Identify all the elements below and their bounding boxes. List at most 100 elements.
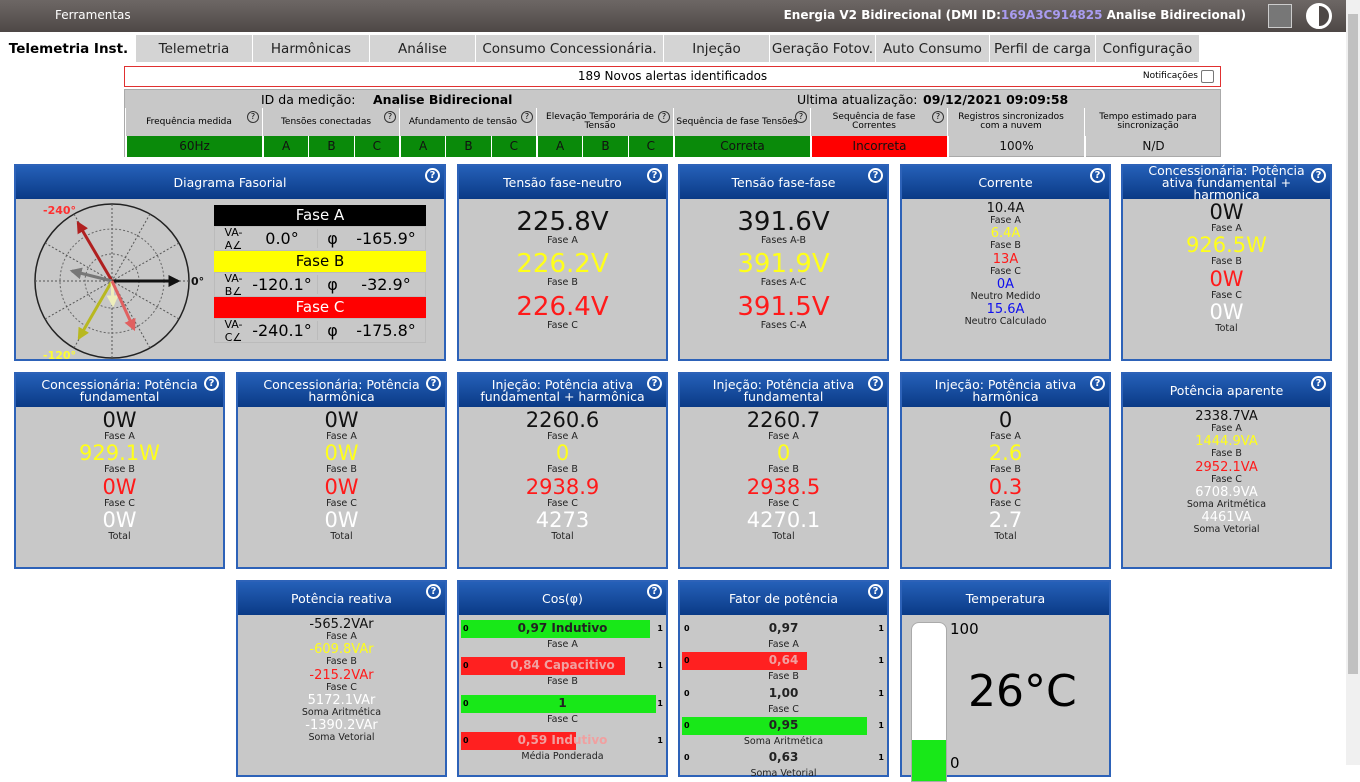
card-title: Fator de potência bbox=[728, 590, 839, 606]
help-icon[interactable]: ? bbox=[1090, 376, 1105, 391]
cosphi-card: Cos(φ)? 0 1 0,97 Indutivo Fase A 0 1 0,84 Capac… bbox=[457, 580, 668, 777]
gauge-min: 0 bbox=[463, 736, 469, 746]
device-title: Energia V2 Bidirecional (DMI ID:169A3C91… bbox=[783, 8, 1246, 22]
card-title: Potência aparente bbox=[1169, 382, 1284, 398]
tab-5[interactable]: Injeção bbox=[664, 35, 770, 62]
thermometer-fill bbox=[912, 739, 946, 781]
status-cell: Sequência de fase Tensões? Correta bbox=[673, 108, 810, 157]
gauge-fill bbox=[461, 620, 651, 638]
metric-label: Fase A bbox=[326, 631, 357, 642]
help-icon[interactable]: ? bbox=[1311, 376, 1326, 391]
fullscreen-icon[interactable] bbox=[1268, 4, 1292, 28]
temperature-card: Temperatura 100 0 26°C bbox=[900, 580, 1111, 782]
value-card: Potência aparente? 2338.7VA Fase A 1444.9VA… bbox=[1121, 372, 1332, 569]
metric-label: Fase C bbox=[326, 497, 357, 509]
tab-1[interactable]: Telemetria bbox=[136, 35, 253, 62]
help-icon[interactable]: ? bbox=[647, 168, 662, 183]
card-title: Concessionária: Potência harmônica bbox=[263, 376, 420, 404]
tab-8[interactable]: Perfil de carga bbox=[990, 35, 1096, 62]
gauge-fill bbox=[461, 657, 625, 676]
metric-label: Fase A bbox=[1211, 423, 1242, 434]
metric-value: 4461VA bbox=[1201, 510, 1252, 526]
gauge-bar: 0 1 0,64 bbox=[682, 651, 885, 671]
help-icon[interactable]: ? bbox=[868, 168, 883, 183]
gauge-value: 0,97 Indutivo bbox=[517, 621, 608, 635]
metric-value: 6.4A bbox=[990, 226, 1021, 242]
help-icon[interactable]: ? bbox=[204, 376, 219, 391]
help-icon[interactable]: ? bbox=[1311, 168, 1326, 183]
help-icon[interactable]: ? bbox=[795, 111, 807, 123]
tab-3[interactable]: Análise bbox=[370, 35, 476, 62]
status-label: Tensões conectadas bbox=[280, 116, 372, 127]
help-icon[interactable]: ? bbox=[426, 376, 441, 391]
metric-value: -609.8VAr bbox=[309, 642, 374, 658]
gauge-bar: 0 1 0,97 bbox=[682, 619, 885, 639]
gauge-bar: 0 1 1,00 bbox=[682, 684, 885, 704]
metric-label: Fase C bbox=[547, 319, 578, 331]
tab-9[interactable]: Configuração bbox=[1096, 35, 1200, 62]
gauge-label: Fase B bbox=[768, 671, 799, 683]
help-icon[interactable]: ? bbox=[425, 168, 440, 183]
contrast-icon[interactable] bbox=[1306, 3, 1332, 29]
tab-bar: Telemetria Inst. Telemetria Harmônicas Anál… bbox=[2, 35, 1200, 62]
scrollbar-thumb[interactable] bbox=[1348, 14, 1358, 674]
help-icon[interactable]: ? bbox=[384, 111, 396, 123]
help-icon[interactable]: ? bbox=[521, 111, 533, 123]
tab-2[interactable]: Harmônicas bbox=[253, 35, 370, 62]
gauge-bar: 0 1 0,59 Indutivo bbox=[461, 731, 664, 751]
metric-value: 2.6 bbox=[988, 441, 1023, 466]
gauge-max: 1 bbox=[878, 688, 884, 698]
status-cell: Afundamento de tensão? A B C bbox=[399, 108, 536, 157]
tab-4[interactable]: Consumo Concessionária. bbox=[476, 35, 664, 62]
metric-value: 0W bbox=[324, 408, 359, 432]
angle-label-240: -240° bbox=[43, 204, 76, 217]
voltage-angle: -120.1° bbox=[252, 275, 312, 294]
phase-header: Fase A bbox=[214, 205, 426, 226]
metric-label: Fase C bbox=[104, 497, 135, 509]
status-cell: Sequência de fase Correntes? Incorreta bbox=[810, 108, 947, 157]
gauge-fill bbox=[461, 732, 576, 751]
metric-label: Total bbox=[772, 531, 795, 543]
gauge-label: Fase C bbox=[547, 713, 578, 725]
gauge-label: Soma Vetorial bbox=[750, 768, 817, 780]
help-icon[interactable]: ? bbox=[932, 111, 944, 123]
help-icon[interactable]: ? bbox=[1090, 168, 1105, 183]
metric-value: 226.4V bbox=[516, 291, 609, 322]
metric-label: Fase B bbox=[1211, 448, 1242, 460]
help-icon[interactable]: ? bbox=[647, 376, 662, 391]
alert-text[interactable]: 189 Novos alertas identificados bbox=[577, 69, 768, 83]
value-card: Injeção: Potência ativa harmônica? 0 Fase … bbox=[900, 372, 1111, 569]
metric-label: Neutro Medido bbox=[970, 291, 1041, 303]
help-icon[interactable]: ? bbox=[868, 584, 883, 599]
value-card: Tensão fase-fase? 391.6V Fases A-B 391.9V Fa… bbox=[678, 164, 889, 361]
metric-value: 0W bbox=[1209, 300, 1244, 325]
help-icon[interactable]: ? bbox=[426, 584, 441, 599]
metric-label: Fase B bbox=[547, 464, 578, 476]
tab-0[interactable]: Telemetria Inst. bbox=[2, 35, 136, 62]
metric-label: Total bbox=[108, 531, 131, 543]
tab-7[interactable]: Auto Consumo bbox=[876, 35, 990, 62]
status-value: Incorreta bbox=[811, 136, 947, 157]
metric-label: Fase C bbox=[768, 497, 799, 509]
metric-label: Fase A bbox=[990, 431, 1021, 442]
notifications-checkbox[interactable] bbox=[1201, 70, 1214, 83]
gauge-max: 1 bbox=[657, 736, 663, 746]
metric-value: 0W bbox=[1209, 266, 1244, 291]
gauge-min: 0 bbox=[684, 688, 690, 698]
metric-value: 10.4A bbox=[986, 201, 1025, 216]
help-icon[interactable]: ? bbox=[658, 111, 670, 123]
gauge-max: 1 bbox=[878, 656, 884, 666]
help-icon[interactable]: ? bbox=[247, 111, 259, 123]
metric-label: Fase B bbox=[104, 464, 135, 476]
help-icon[interactable]: ? bbox=[647, 584, 662, 599]
tab-6[interactable]: Geração Fotov. bbox=[770, 35, 876, 62]
metric-label: Fase C bbox=[990, 265, 1021, 277]
card-title: Concessionária: Potência ativa fundament… bbox=[1148, 162, 1305, 202]
metric-value: 0 bbox=[998, 408, 1013, 432]
help-icon[interactable]: ? bbox=[868, 376, 883, 391]
angle-label-120: -120° bbox=[43, 349, 76, 361]
tools-menu[interactable]: Ferramentas bbox=[55, 8, 131, 22]
scrollbar[interactable] bbox=[1346, 0, 1360, 765]
status-value: A bbox=[537, 136, 583, 157]
